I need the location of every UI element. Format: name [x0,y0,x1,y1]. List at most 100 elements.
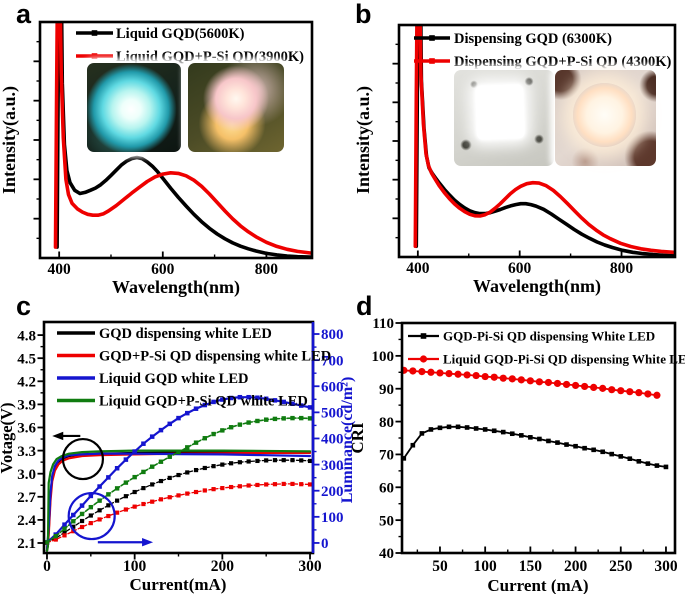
marker-square [167,475,172,481]
marker-circle [445,370,453,378]
marker-square [509,431,515,437]
marker-square [150,482,155,487]
marker-square [193,440,199,445]
y-tick-label: 50 [379,513,394,529]
panel-b-chart: 400 600 800 Wavelength(nm) Intensity(a.u.) Di… [353,23,677,297]
x-axis-label: Current(mA) [130,575,227,594]
x-tick-label: 400 [48,261,72,278]
marker-circle [571,381,580,390]
marker-square [307,416,313,421]
right-y-tick-label: 300 [321,458,344,474]
legend-label-liquid-gqd-white-led: Liquid GQD white LED [99,371,248,387]
marker-square [97,498,102,503]
marker-square [132,449,137,454]
marker-square [255,395,260,400]
marker-square [307,458,313,464]
x-tick-label: 400 [406,260,430,277]
led-photo-liquid-gqd-psi-warm-white [188,63,284,152]
marker-square [79,503,85,508]
marker-square [237,394,243,400]
legend-label-liquid-gqd-5600k: Liquid GQD(5600K) [116,26,245,42]
x-tick-label: 200 [211,558,235,575]
marker-circle [562,380,571,389]
marker-square [158,497,164,502]
marker-square [88,520,93,526]
marker-square [609,451,615,457]
legend-label-liquid-gqd-p-si-qd-3900k: Liquid GQD+P-Si QD(3900K) [116,49,304,65]
marker-square [211,399,216,405]
marker-square [482,427,488,432]
marker-square [546,438,551,444]
marker-square [500,429,506,435]
marker-circle [490,373,498,381]
marker-square [106,513,111,519]
y-tick-label: 3.9 [17,398,36,414]
right-y-tick-label: 500 [321,406,344,422]
marker-square [176,449,181,455]
series-dispensing-gqd-p-si-qd-4300k [413,25,675,255]
marker-square [246,459,251,464]
marker-square [62,522,67,527]
panel-b-label: b [355,0,372,29]
marker-circle [590,383,598,391]
y-tick-label: 3.0 [17,467,36,483]
marker-square [272,398,278,403]
legend-label-dispensing-gqd-p-si-qd-4300k: Dispensing GQD+P-Si QD (4300K) [454,54,671,70]
marker-square [141,486,146,491]
marker-square [149,434,155,439]
marker-square [229,484,234,490]
marker-square [272,458,278,463]
marker-square [473,426,479,431]
marker-circle [544,378,553,387]
marker-square [202,465,207,471]
marker-square [44,540,50,545]
panel-d-chart: 50 100 150 200 250 300 40 50 60 70 80 90 100 110 Curre… [348,316,685,594]
marker-square [220,428,225,433]
y-tick-label: 90 [379,382,394,398]
panel-b-series [413,25,675,257]
marker-square [123,457,129,462]
legend-marker-square [91,53,98,59]
marker-circle [626,388,634,396]
marker-square [600,449,605,455]
marker-square [299,482,304,487]
marker-square [564,442,569,447]
right-y-tick-label: 100 [321,510,344,526]
x-axis-label: Wavelength(nm) [112,277,240,298]
marker-square [79,524,85,530]
y-tick-label: 4.2 [17,374,36,390]
panel-c-label: c [16,291,32,321]
x-tick-label: 300 [298,558,322,575]
marker-square [167,421,172,427]
marker-square [193,489,199,495]
right-y-tick-label: 0 [321,536,329,552]
right-y-tick-label: 800 [321,327,344,343]
marker-square [88,493,94,499]
marker-square [167,495,172,500]
marker-square [176,415,181,421]
marker-square [123,480,129,485]
panel-c-voltage-luminance: c 0 100 200 300 2.1 2.4 2.7 3.0 3.3 3.6 3.9 4.2 4.5 4… [0,290,380,594]
y-tick-label: 2.4 [17,513,36,529]
marker-square [555,440,560,445]
marker-square [591,447,596,453]
marker-square [149,464,155,469]
marker-square [290,481,295,487]
series-liquid-gqd-p-si-qd-white-led-voltage [45,449,312,552]
marker-square [618,454,624,459]
marker-square [185,410,190,416]
marker-square [519,433,524,438]
marker-circle [526,377,534,385]
marker-square [123,494,128,499]
legend-label-dispensing-gqd-6300k: Dispensing GQD (6300K) [454,31,612,47]
x-tick-label: 250 [609,558,633,575]
marker-square [491,428,497,434]
marker-square [211,487,216,492]
marker-square [237,484,242,489]
marker-square [255,418,260,424]
y-tick-label: 80 [379,415,394,431]
marker-square [220,462,225,467]
right-y-tick-label: 400 [321,432,344,448]
marker-square [237,460,242,465]
